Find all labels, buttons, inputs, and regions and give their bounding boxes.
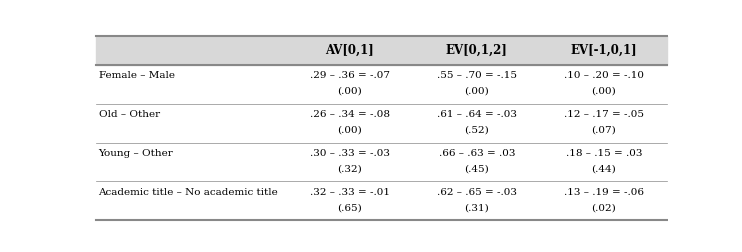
Text: (.52): (.52) [464,125,489,135]
Text: (.02): (.02) [591,203,616,212]
Text: EV[0,1,2]: EV[0,1,2] [446,44,508,57]
Text: Young – Other: Young – Other [99,149,173,158]
Text: .55 – .70 = -.15: .55 – .70 = -.15 [437,71,516,80]
Text: .12 – .17 = -.05: .12 – .17 = -.05 [564,110,644,119]
Text: Old – Other: Old – Other [99,110,160,119]
Text: AV[0,1]: AV[0,1] [325,44,374,57]
Text: (.45): (.45) [464,165,489,173]
Text: (.00): (.00) [338,87,362,96]
Text: (.00): (.00) [464,87,489,96]
Text: EV[-1,0,1]: EV[-1,0,1] [571,44,637,57]
Text: .10 – .20 = -.10: .10 – .20 = -.10 [564,71,644,80]
Text: .66 – .63 = .03: .66 – .63 = .03 [439,149,515,158]
Text: .30 – .33 = -.03: .30 – .33 = -.03 [309,149,390,158]
Text: .62 – .65 = -.03: .62 – .65 = -.03 [437,188,516,197]
Text: (.32): (.32) [338,165,362,173]
Text: .18 – .15 = .03: .18 – .15 = .03 [565,149,642,158]
Text: (.07): (.07) [591,125,616,135]
Text: Female – Male: Female – Male [99,71,174,80]
Text: .61 – .64 = -.03: .61 – .64 = -.03 [437,110,516,119]
Text: (.44): (.44) [591,165,616,173]
Text: .26 – .34 = -.08: .26 – .34 = -.08 [309,110,390,119]
Text: (.00): (.00) [591,87,616,96]
Text: .29 – .36 = -.07: .29 – .36 = -.07 [309,71,390,80]
Text: .13 – .19 = -.06: .13 – .19 = -.06 [564,188,644,197]
Text: (.00): (.00) [338,125,362,135]
Text: (.31): (.31) [464,203,489,212]
Text: .32 – .33 = -.01: .32 – .33 = -.01 [309,188,390,197]
Text: (.65): (.65) [338,203,362,212]
Text: Academic title – No academic title: Academic title – No academic title [99,188,278,197]
